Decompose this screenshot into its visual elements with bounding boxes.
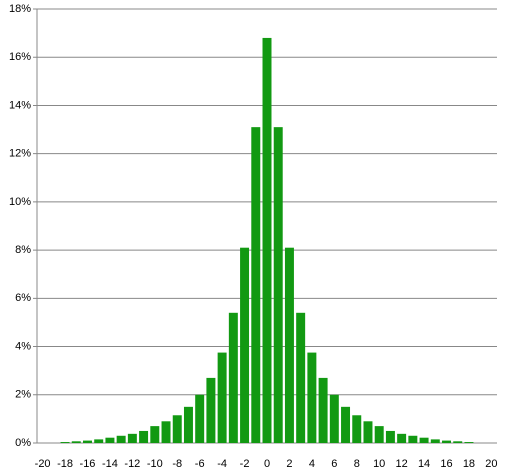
x-tick-label: -18 <box>57 458 73 470</box>
x-tick-label: 4 <box>309 458 315 470</box>
bar <box>60 442 70 443</box>
y-tick-label: 2% <box>15 389 31 401</box>
x-tick-label: 12 <box>396 458 408 470</box>
bar <box>195 394 205 443</box>
bar <box>105 437 115 443</box>
bar <box>71 441 81 443</box>
x-tick-label: 0 <box>264 458 270 470</box>
x-tick-label: 18 <box>463 458 475 470</box>
x-tick-label: -20 <box>35 458 51 470</box>
x-tick-label: -8 <box>172 458 182 470</box>
bar <box>453 441 463 443</box>
bar <box>397 433 407 443</box>
bar <box>464 442 474 443</box>
bar <box>408 435 418 443</box>
bar <box>262 37 272 443</box>
x-tick-label: 2 <box>286 458 292 470</box>
bar <box>430 439 440 443</box>
y-tick-label: 10% <box>9 196 31 208</box>
x-tick-label: -4 <box>217 458 227 470</box>
x-tick-label: -14 <box>102 458 118 470</box>
bar <box>385 430 395 443</box>
y-tick-label: 18% <box>9 3 31 15</box>
bar <box>240 247 250 443</box>
bar <box>116 435 126 443</box>
bar <box>442 440 451 443</box>
bar <box>284 247 294 443</box>
bar <box>127 433 137 443</box>
bar <box>161 421 171 443</box>
bar <box>228 312 238 443</box>
x-tick-label: 16 <box>440 458 452 470</box>
bar <box>318 377 328 443</box>
bar <box>273 127 283 444</box>
y-tick-label: 0% <box>15 437 31 449</box>
bar <box>251 127 261 444</box>
bar <box>419 437 429 443</box>
bar <box>374 426 384 443</box>
x-tick-label: -16 <box>80 458 96 470</box>
bar <box>217 352 227 443</box>
bar <box>363 421 373 443</box>
y-tick-label: 4% <box>15 340 31 352</box>
bar <box>206 377 216 443</box>
x-tick-label: 20 <box>485 458 497 470</box>
x-tick-label: 10 <box>373 458 385 470</box>
y-tick-label: 16% <box>9 51 31 63</box>
bar <box>94 439 104 443</box>
x-tick-label: -6 <box>195 458 205 470</box>
bar <box>341 406 351 443</box>
y-tick-label: 8% <box>15 244 31 256</box>
x-tick-label: -10 <box>147 458 163 470</box>
y-tick-label: 12% <box>9 148 31 160</box>
x-tick-label: -2 <box>240 458 250 470</box>
bar <box>83 440 92 443</box>
x-tick-label: 14 <box>418 458 430 470</box>
y-tick-label: 14% <box>9 99 31 111</box>
bar <box>296 312 306 443</box>
x-tick-label: 8 <box>354 458 360 470</box>
x-tick-label: 6 <box>331 458 337 470</box>
bar <box>329 394 339 443</box>
x-tick-label: -12 <box>124 458 140 470</box>
bar <box>307 352 317 443</box>
bar <box>183 406 193 443</box>
bar <box>150 426 160 443</box>
bar <box>352 415 362 443</box>
bar <box>172 415 182 443</box>
y-tick-label: 6% <box>15 292 31 304</box>
bar <box>139 430 149 443</box>
